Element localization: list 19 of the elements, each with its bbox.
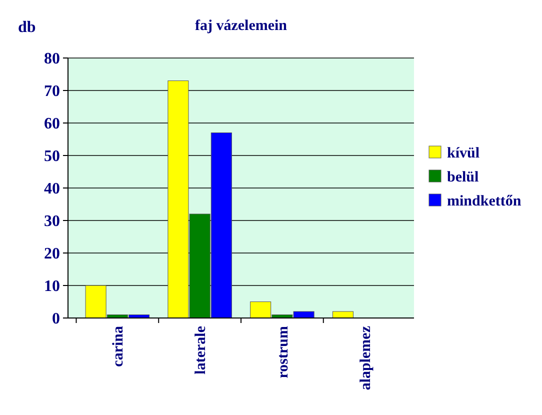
y-tick-label: 60 bbox=[44, 116, 60, 133]
y-tick-label: 20 bbox=[44, 246, 60, 263]
y-tick-label: 80 bbox=[44, 50, 60, 68]
x-tick-label: carina bbox=[110, 326, 127, 367]
y-tick-label: 10 bbox=[44, 278, 60, 296]
y-tick-label: 0 bbox=[52, 310, 60, 328]
legend-label: belül bbox=[447, 169, 479, 186]
y-tick-label: 40 bbox=[44, 180, 60, 198]
legend-label: kívül bbox=[447, 145, 480, 162]
y-tick-label: 70 bbox=[44, 83, 60, 100]
y-axis-title: db bbox=[18, 19, 36, 36]
chart-title: faj vázelemein bbox=[194, 18, 288, 34]
x-tick-label: alaplemez bbox=[358, 326, 374, 390]
bar bbox=[332, 311, 354, 318]
y-tick-label: 30 bbox=[44, 213, 60, 230]
x-tick-label: laterale bbox=[193, 326, 210, 374]
x-tick-label: rostrum bbox=[275, 326, 292, 378]
legend-label: mindkettőn bbox=[447, 193, 522, 210]
y-tick-label: 50 bbox=[44, 148, 60, 166]
